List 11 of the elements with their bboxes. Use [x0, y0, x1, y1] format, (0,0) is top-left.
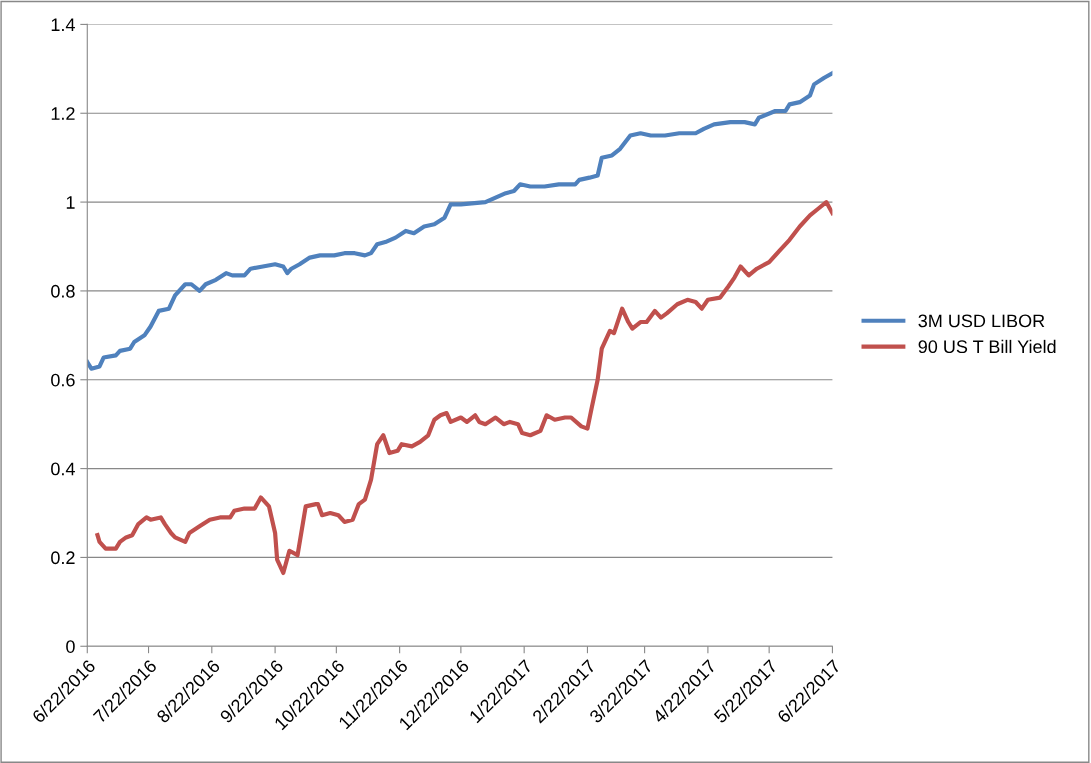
y-tick-label: 0.6	[51, 373, 75, 387]
y-tick-label: 0.8	[51, 284, 75, 298]
y-tick-label: 0.2	[51, 551, 75, 565]
y-tick-label: 0	[66, 640, 75, 653]
legend-label: 90 US T Bill Yield	[918, 339, 1056, 354]
y-tick-label: 1	[66, 196, 75, 209]
y-tick-label: 1.4	[51, 18, 75, 31]
line-series	[95, 200, 833, 576]
y-tick-label: 1.2	[51, 107, 75, 120]
y-tick-label: 0.4	[51, 462, 75, 476]
legend-label: 3M USD LIBOR	[918, 314, 1045, 328]
